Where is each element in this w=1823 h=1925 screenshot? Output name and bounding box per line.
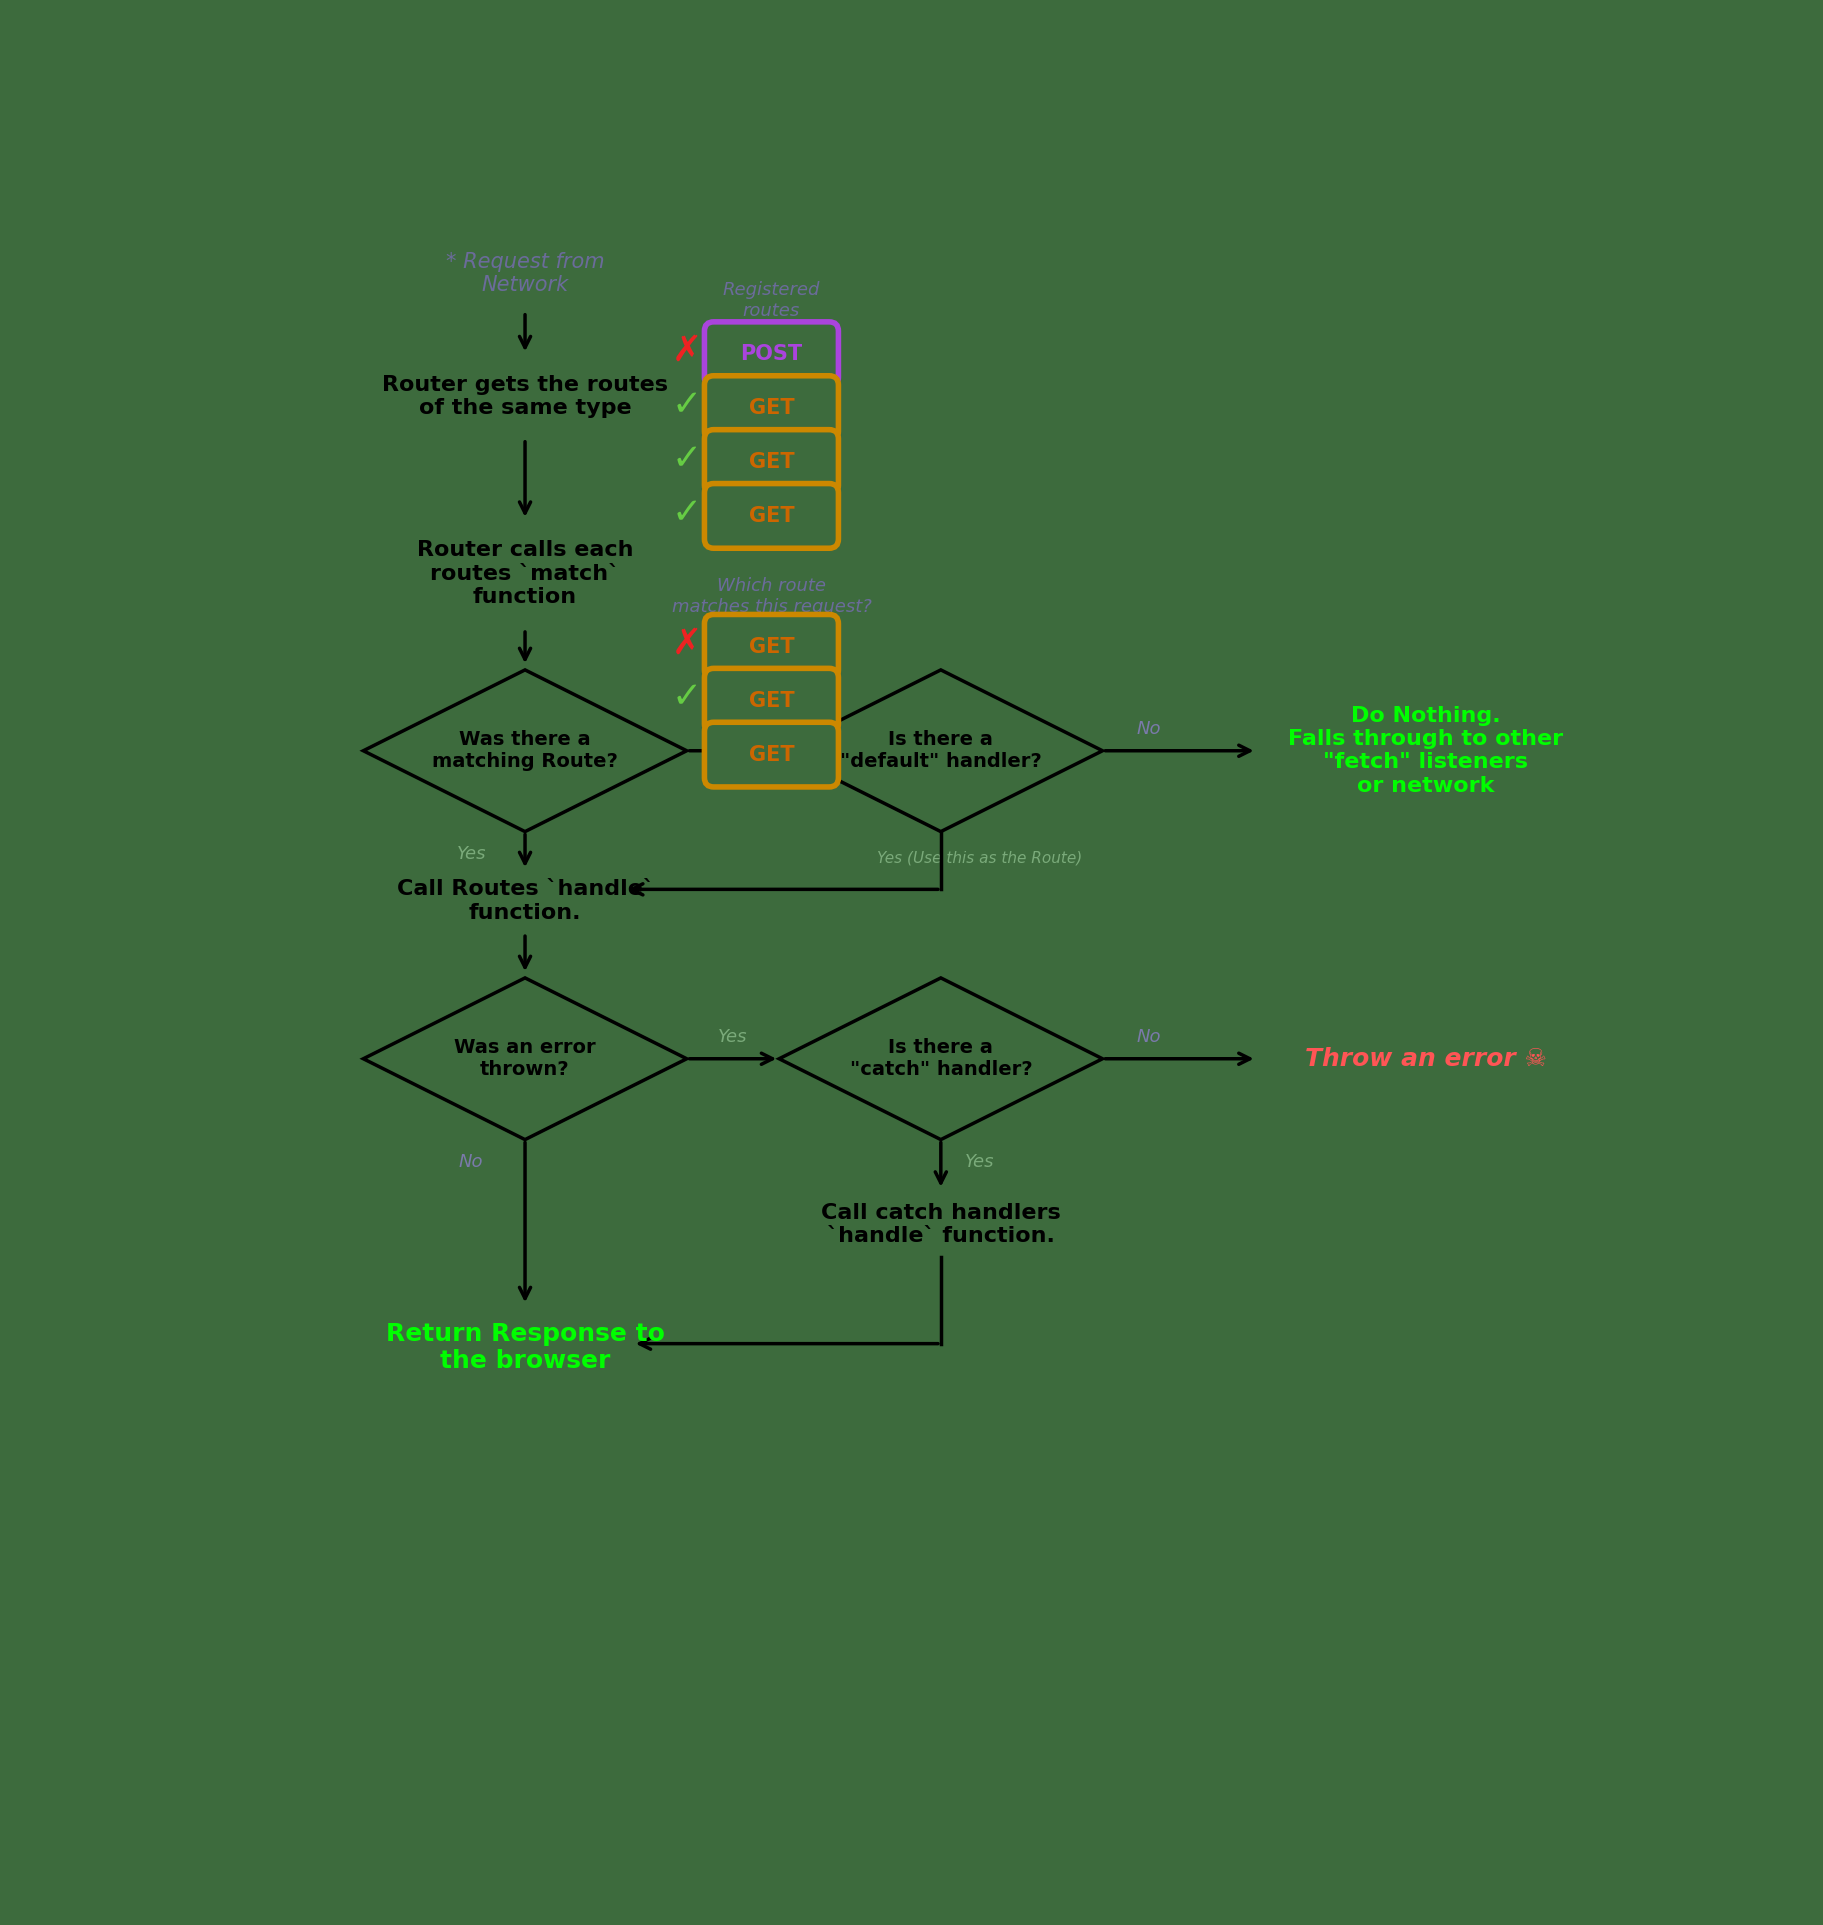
Text: Router gets the routes
of the same type: Router gets the routes of the same type [383, 375, 667, 418]
Text: Yes: Yes [718, 1028, 747, 1045]
FancyBboxPatch shape [704, 429, 839, 495]
Text: GET: GET [749, 398, 795, 418]
FancyBboxPatch shape [704, 722, 839, 787]
FancyBboxPatch shape [704, 321, 839, 387]
Text: Return Response to
the browser: Return Response to the browser [386, 1322, 664, 1373]
Text: No: No [1136, 1028, 1161, 1045]
Text: Do Nothing.
Falls through to other
"fetch" listeners
or network: Do Nothing. Falls through to other "fetc… [1289, 706, 1564, 795]
FancyBboxPatch shape [704, 483, 839, 549]
Text: GET: GET [749, 745, 795, 764]
Text: ✗: ✗ [671, 335, 702, 368]
Text: Router calls each
routes `match`
function: Router calls each routes `match` functio… [417, 541, 633, 606]
Text: Was there a
matching Route?: Was there a matching Route? [432, 730, 618, 772]
FancyBboxPatch shape [704, 614, 839, 680]
Text: ✓: ✓ [671, 497, 702, 529]
FancyBboxPatch shape [704, 375, 839, 441]
Text: No: No [1136, 720, 1161, 737]
Text: POST: POST [740, 345, 802, 364]
FancyBboxPatch shape [704, 668, 839, 733]
Text: * Request from
Network: * Request from Network [445, 252, 605, 295]
Text: GET: GET [749, 637, 795, 656]
Text: Yes: Yes [456, 845, 487, 862]
Text: GET: GET [749, 452, 795, 472]
Text: No: No [459, 1153, 483, 1170]
Text: ✓: ✓ [671, 443, 702, 475]
Text: ✓: ✓ [671, 389, 702, 422]
Text: Call Routes `handle`
function.: Call Routes `handle` function. [397, 880, 653, 922]
Text: Is there a
"default" handler?: Is there a "default" handler? [840, 730, 1041, 772]
Text: ✗: ✗ [671, 628, 702, 660]
Text: Registered
routes: Registered routes [722, 281, 820, 320]
Text: Throw an error ☠: Throw an error ☠ [1305, 1047, 1548, 1070]
Text: GET: GET [749, 506, 795, 526]
Text: No: No [720, 720, 746, 737]
Text: Was an error
thrown?: Was an error thrown? [454, 1038, 596, 1080]
Text: GET: GET [749, 691, 795, 710]
Text: Call catch handlers
`handle` function.: Call catch handlers `handle` function. [820, 1203, 1061, 1245]
Text: ✓: ✓ [671, 681, 702, 714]
Text: Which route
matches this request?: Which route matches this request? [671, 578, 871, 616]
Text: Yes: Yes [964, 1153, 994, 1170]
Text: Yes (Use this as the Route): Yes (Use this as the Route) [877, 851, 1083, 866]
Text: Is there a
"catch" handler?: Is there a "catch" handler? [850, 1038, 1032, 1080]
